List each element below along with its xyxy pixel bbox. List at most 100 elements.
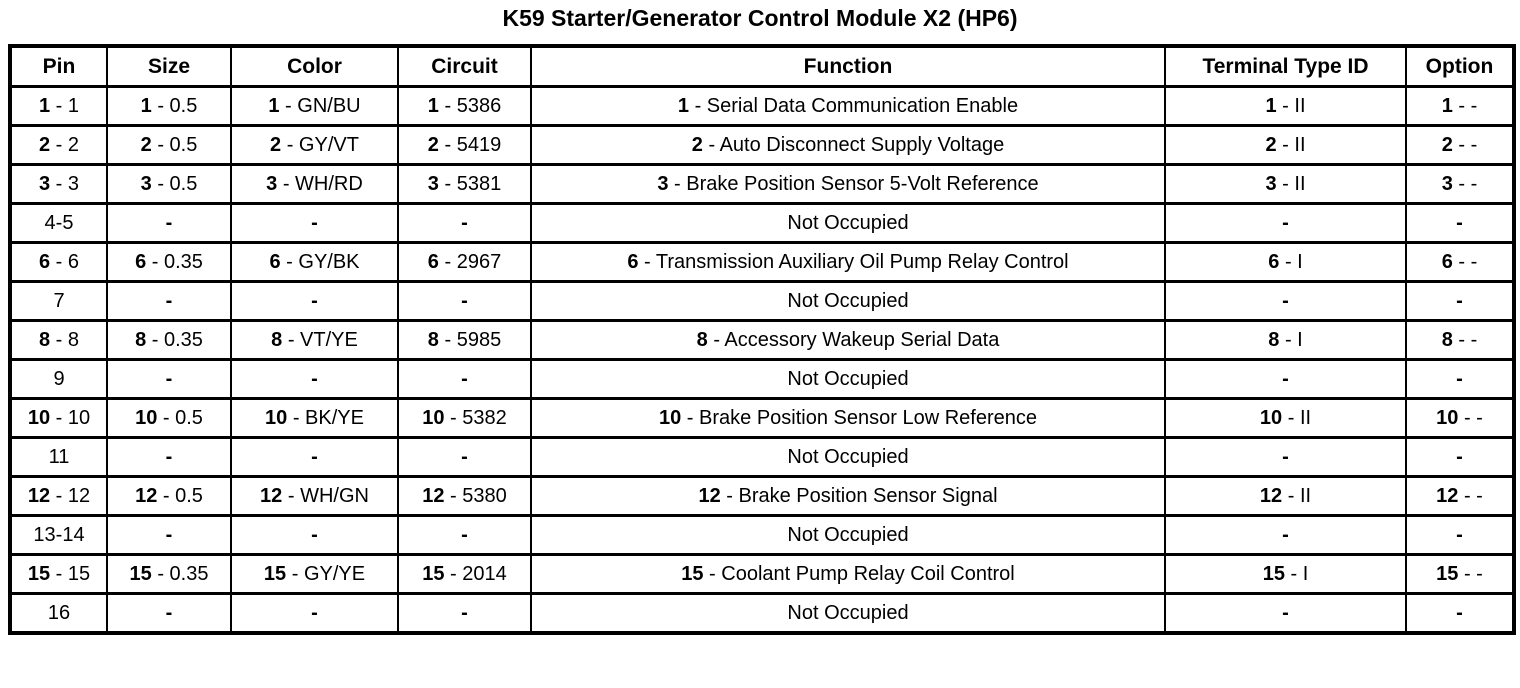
pin-number-prefix: 10 <box>1436 406 1459 429</box>
cell-option: 15 - - <box>1405 553 1515 595</box>
cell-circuit: 2 - 5419 <box>397 124 532 166</box>
cell-function: Not Occupied <box>530 436 1166 478</box>
cell-terminal-type-id: - <box>1164 436 1407 478</box>
cell-circuit: 1 - 5386 <box>397 85 532 127</box>
cell-circuit: - <box>397 280 532 322</box>
pin-number-prefix: 15 <box>263 562 287 585</box>
cell-function: Not Occupied <box>530 280 1166 322</box>
cell-option: 2 - - <box>1405 124 1515 166</box>
pin-number-prefix: 3 <box>266 172 278 195</box>
pin-number-prefix: 15 <box>1436 562 1459 585</box>
pin-number-prefix: 1 <box>38 94 51 117</box>
cell-color: 8 - VT/YE <box>230 319 399 361</box>
cell-pin: 10 - 10 <box>9 397 108 439</box>
header-row: Pin Size Color Circuit Function Terminal… <box>9 44 1515 88</box>
pin-number-prefix: 15 <box>129 562 152 585</box>
column-header-size: Size <box>106 44 232 88</box>
pin-number-prefix: 2 <box>38 133 51 156</box>
cell-size: - <box>106 358 232 400</box>
column-header-color: Color <box>230 44 399 88</box>
cell-function: 15 - Coolant Pump Relay Coil Control <box>530 553 1166 595</box>
cell-option: - <box>1405 514 1515 556</box>
cell-size: - <box>106 202 232 244</box>
pin-number-prefix: 1 <box>427 94 439 117</box>
cell-size: - <box>106 280 232 322</box>
cell-pin: 12 - 12 <box>9 475 108 517</box>
pin-number-prefix: 12 <box>1259 484 1283 507</box>
pin-number-prefix: 1 <box>140 94 152 117</box>
cell-color: - <box>230 358 399 400</box>
cell-pin: 4-5 <box>9 202 108 244</box>
pin-number-prefix: 2 <box>270 133 282 156</box>
cell-terminal-type-id: 6 - I <box>1164 241 1407 283</box>
cell-function: 10 - Brake Position Sensor Low Reference <box>530 397 1166 439</box>
table-row: 15 - 15 15 - 0.35 15 - GY/YE 15 - 2014 15 - … <box>9 553 1515 595</box>
table-header: Pin Size Color Circuit Function Terminal… <box>9 44 1515 88</box>
cell-pin: 3 - 3 <box>9 163 108 205</box>
pin-number-prefix: 2 <box>427 133 439 156</box>
pin-number-prefix: 2 <box>140 133 152 156</box>
cell-option: - <box>1405 592 1515 635</box>
cell-size: 15 - 0.35 <box>106 553 232 595</box>
pin-number-prefix: 3 <box>140 172 152 195</box>
cell-terminal-type-id: 10 - II <box>1164 397 1407 439</box>
cell-circuit: 3 - 5381 <box>397 163 532 205</box>
cell-option: - <box>1405 280 1515 322</box>
table-row: 4-5- - - Not Occupied - - <box>9 202 1515 244</box>
column-header-pin: Pin <box>9 44 108 88</box>
cell-option: 1 - - <box>1405 85 1515 127</box>
cell-circuit: - <box>397 202 532 244</box>
cell-terminal-type-id: 12 - II <box>1164 475 1407 517</box>
cell-circuit: - <box>397 358 532 400</box>
cell-circuit: 10 - 5382 <box>397 397 532 439</box>
pin-number-prefix: 10 <box>135 406 158 429</box>
cell-pin: 9 <box>9 358 108 400</box>
table-row: 7- - - Not Occupied - - <box>9 280 1515 322</box>
pin-number-prefix: 3 <box>657 172 669 195</box>
cell-size: 10 - 0.5 <box>106 397 232 439</box>
pin-number-prefix: 2 <box>1265 133 1277 156</box>
pin-number-prefix: 1 <box>677 94 690 117</box>
cell-size: - <box>106 514 232 556</box>
cell-pin: 2 - 2 <box>9 124 108 166</box>
pin-number-prefix: 12 <box>260 484 283 507</box>
cell-function: 6 - Transmission Auxiliary Oil Pump Rela… <box>530 241 1166 283</box>
cell-function: 2 - Auto Disconnect Supply Voltage <box>530 124 1166 166</box>
pin-number-prefix: 3 <box>427 172 439 195</box>
pin-number-prefix: 6 <box>135 250 147 273</box>
column-header-circuit: Circuit <box>397 44 532 88</box>
pin-number-prefix: 12 <box>1436 484 1459 507</box>
pin-number-prefix: 1 <box>1265 94 1277 117</box>
cell-circuit: 12 - 5380 <box>397 475 532 517</box>
pin-number-prefix: 10 <box>659 406 682 429</box>
cell-terminal-type-id: 2 - II <box>1164 124 1407 166</box>
cell-circuit: - <box>397 514 532 556</box>
cell-color: 1 - GN/BU <box>230 85 399 127</box>
pin-number-prefix: 15 <box>1262 562 1285 585</box>
pin-number-prefix: 6 <box>1441 250 1453 273</box>
cell-function: Not Occupied <box>530 358 1166 400</box>
pin-number-prefix: 2 <box>691 133 703 156</box>
cell-option: - <box>1405 202 1515 244</box>
cell-circuit: - <box>397 592 532 635</box>
cell-terminal-type-id: 15 - I <box>1164 553 1407 595</box>
pin-number-prefix: 6 <box>427 250 439 273</box>
table-row: 12 - 12 12 - 0.5 12 - WH/GN 12 - 5380 12 - B… <box>9 475 1515 517</box>
cell-color: 15 - GY/YE <box>230 553 399 595</box>
table-row: 10 - 10 10 - 0.5 10 - BK/YE 10 - 5382 10 - B… <box>9 397 1515 439</box>
table-row: 11- - - Not Occupied - - <box>9 436 1515 478</box>
cell-terminal-type-id: 8 - I <box>1164 319 1407 361</box>
cell-option: 8 - - <box>1405 319 1515 361</box>
cell-terminal-type-id: 1 - II <box>1164 85 1407 127</box>
cell-function: Not Occupied <box>530 514 1166 556</box>
cell-option: 12 - - <box>1405 475 1515 517</box>
pin-number-prefix: 15 <box>422 562 445 585</box>
cell-pin: 8 - 8 <box>9 319 108 361</box>
cell-terminal-type-id: - <box>1164 514 1407 556</box>
cell-circuit: 8 - 5985 <box>397 319 532 361</box>
